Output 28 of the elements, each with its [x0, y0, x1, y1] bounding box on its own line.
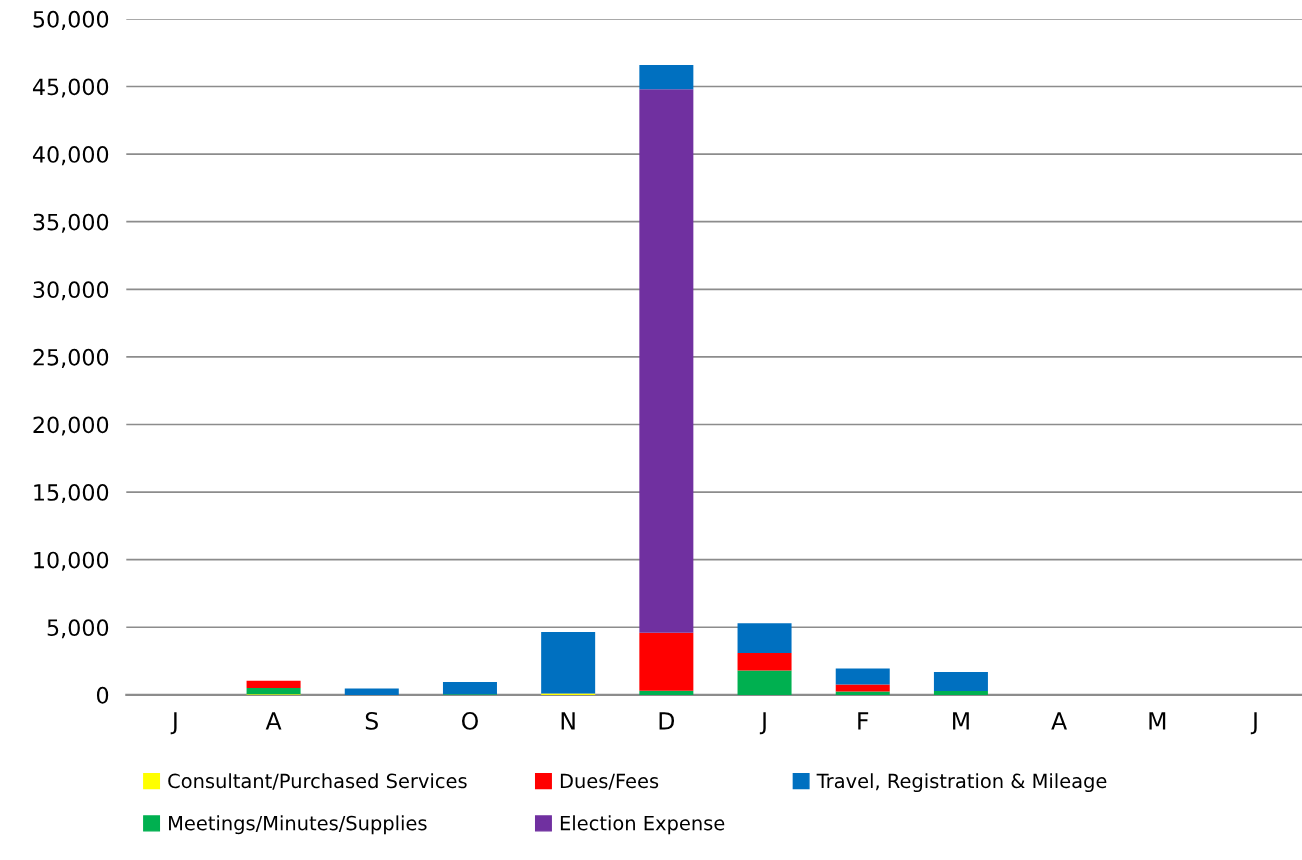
legend-label: Dues/Fees	[560, 773, 659, 790]
y-tick-label: 40,000	[32, 146, 109, 166]
x-tick-label: F	[858, 712, 869, 730]
legend-label: Election Expense	[560, 815, 725, 835]
y-tick-label: 50,000	[33, 10, 109, 30]
y-tick-label: 20,000	[33, 416, 109, 436]
x-tick-label: A	[265, 712, 282, 730]
x-tick-label: S	[365, 711, 378, 730]
x-tick-label: N	[561, 712, 575, 730]
x-tick-label: J	[1250, 712, 1257, 735]
y-tick-label: 5,000	[47, 619, 109, 639]
legend-label: Meetings/Minutes/Supplies	[169, 815, 427, 835]
x-tick-label: A	[1051, 712, 1067, 730]
y-tick-label: 35,000	[33, 213, 109, 233]
x-tick-label: M	[953, 712, 969, 730]
y-tick-label: 25,000	[33, 348, 109, 368]
x-tick-label: M	[1149, 712, 1166, 730]
x-tick-label: J	[759, 712, 766, 735]
y-tick-label: 30,000	[33, 281, 109, 301]
x-tick-label: J	[170, 712, 177, 735]
legend-label: Travel, Registration & Mileage	[816, 773, 1107, 793]
legend-label: Consultant/Purchased Services	[168, 773, 467, 790]
y-tick-label: 0	[96, 686, 109, 704]
x-tick-label: D	[659, 712, 675, 730]
x-tick-label: O	[462, 711, 478, 730]
y-tick-label: 10,000	[34, 551, 109, 571]
y-tick-label: 45,000	[32, 78, 109, 98]
y-tick-label: 15,000	[34, 484, 109, 504]
